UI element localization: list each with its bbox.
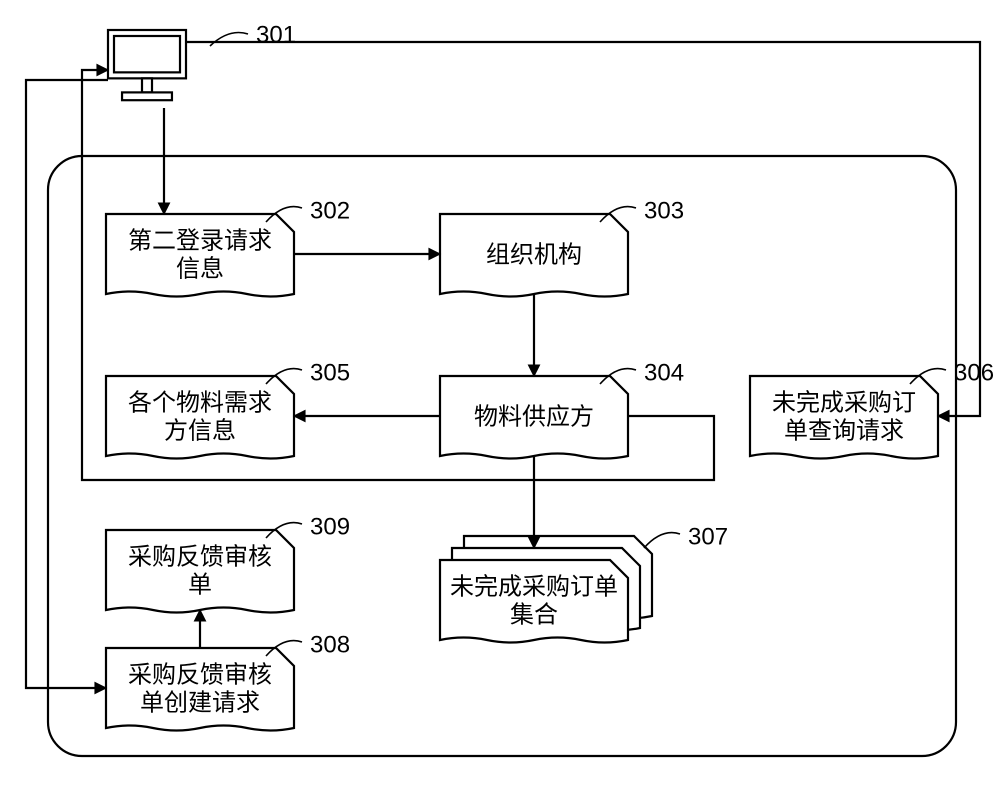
node-304-label: 物料供应方 [474, 403, 594, 430]
diagram-canvas: 第二登录请求信息 组织机构各个物料需求方信息 物料供应方 未完成采购订单查询请求采购反… [0, 0, 1000, 793]
node-309-label: 采购反馈审核 [128, 543, 272, 570]
node-303-label: 组织机构 [486, 241, 582, 268]
node-308-label: 采购反馈审核 [128, 661, 272, 688]
node-304: 物料供应方 [440, 376, 628, 459]
client-terminal-icon [108, 30, 186, 100]
ref-label-301: 301 [256, 21, 296, 48]
node-307-label: 未完成采购订单 [450, 573, 618, 600]
node-305-label: 方信息 [164, 417, 236, 444]
node-307: 未完成采购订单集合 [440, 560, 628, 643]
node-303: 组织机构 [440, 214, 628, 297]
ref-label-305: 305 [310, 359, 350, 386]
ref-label-306: 306 [954, 359, 994, 386]
node-307-label: 集合 [510, 601, 558, 628]
node-306: 未完成采购订单查询请求 [750, 376, 938, 459]
node-302-label: 信息 [176, 255, 224, 282]
node-309: 采购反馈审核单 [106, 530, 294, 613]
node-306-label: 单查询请求 [784, 417, 904, 444]
node-308-label: 单创建请求 [140, 689, 260, 716]
arrow [26, 80, 108, 688]
ref-label-307: 307 [688, 523, 728, 550]
ref-leader-301 [210, 33, 248, 47]
node-307-stack: 未完成采购订单集合 [440, 536, 652, 643]
ref-label-303: 303 [644, 197, 684, 224]
node-309-label: 单 [188, 571, 212, 598]
ref-label-302: 302 [310, 197, 350, 224]
node-302-label: 第二登录请求 [128, 227, 272, 254]
node-305: 各个物料需求方信息 [106, 376, 294, 459]
node-308: 采购反馈审核单创建请求 [106, 648, 294, 731]
ref-label-309: 309 [310, 513, 350, 540]
ref-label-308: 308 [310, 631, 350, 658]
node-305-label: 各个物料需求 [128, 389, 272, 416]
ref-leader-307 [644, 533, 680, 548]
node-302: 第二登录请求信息 [106, 214, 294, 297]
ref-label-304: 304 [644, 359, 684, 386]
node-306-label: 未完成采购订 [772, 389, 916, 416]
